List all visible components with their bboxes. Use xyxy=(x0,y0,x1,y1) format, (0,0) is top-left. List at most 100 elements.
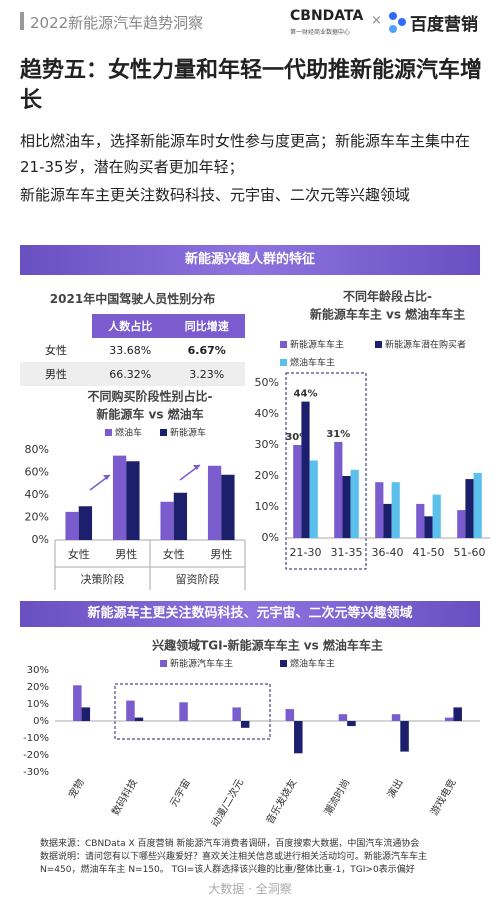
x-tick-label: 31-35 xyxy=(331,546,363,559)
brand-logo: CBNDATA xyxy=(290,8,364,24)
cross: × xyxy=(371,13,382,28)
bar xyxy=(334,441,343,538)
chart-title: 兴趣领域TGI-新能源车车主 vs 燃油车车主 xyxy=(152,638,383,653)
x-tick-label: 女性 xyxy=(68,547,90,561)
bar xyxy=(416,503,425,538)
table-header: 同比增速 xyxy=(168,314,245,338)
chart-title: 新能源车 vs 燃油车 xyxy=(96,407,203,422)
group-label: 决策阶段 xyxy=(81,572,125,586)
y-tick-label: -10% xyxy=(23,733,49,744)
bar xyxy=(301,401,310,538)
legend-swatch xyxy=(160,429,167,436)
bar xyxy=(221,474,235,540)
x-tick-label: 男性 xyxy=(115,547,137,561)
y-tick-label: 20% xyxy=(27,682,49,693)
bar xyxy=(350,469,359,538)
table: 人数占比 同比增速 女性 33.68% 6.67% 男性 66.32% 3.23% xyxy=(20,314,245,386)
table-title: 2021年中国驾驶人员性别分布 xyxy=(49,292,216,306)
table-cell: 66.32% xyxy=(109,367,152,381)
value-label: 31% xyxy=(326,429,350,440)
x-tick-label: 音乐发烧友 xyxy=(263,777,299,827)
y-tick-label: 60% xyxy=(25,466,49,479)
legend-swatch xyxy=(280,359,287,366)
bar xyxy=(444,717,454,721)
bar xyxy=(73,685,82,721)
bar xyxy=(347,721,356,727)
x-tick-label: 51-60 xyxy=(454,546,486,559)
y-tick-label: 80% xyxy=(25,443,49,456)
legend-label: 新能源汽车车主 xyxy=(170,658,233,670)
bar xyxy=(293,445,302,538)
x-tick-label: 21-30 xyxy=(290,546,322,559)
bar xyxy=(285,709,295,721)
chart: 不同年龄段占比- 新能源车车主 vs 燃油车车主 0% 10% 20% 30% 40% 50%… xyxy=(255,289,490,570)
source-note: 数据来源：CBNData X 百度营销 新能源汽车消费者调研，百度搜索大数据，中… xyxy=(40,839,420,849)
x-tick-label: 元宇宙 xyxy=(167,777,193,809)
table-cell: 女性 xyxy=(45,344,67,357)
report-name: 2022新能源汽车趋势洞察 xyxy=(30,14,204,32)
bar xyxy=(81,707,91,721)
table-cell: 6.67% xyxy=(187,343,226,357)
chart-title: 不同购买阶段性别占比- xyxy=(88,389,213,404)
baidu-icon xyxy=(389,12,406,33)
y-tick-label: -30% xyxy=(23,767,49,778)
table-cell: 3.23% xyxy=(189,367,225,381)
x-tick-label: 男性 xyxy=(210,547,232,561)
legend-swatch xyxy=(375,341,382,348)
section-banner: 新能源车主更关注数码科技、元宇宙、二次元等兴趣领域 xyxy=(20,601,480,627)
bar xyxy=(465,479,474,538)
legend-swatch xyxy=(105,429,112,436)
value-label: 44% xyxy=(294,389,318,400)
legend-label: 新能源车 xyxy=(170,427,206,439)
y-tick-label: -20% xyxy=(23,750,49,761)
legend-label: 燃油车车主 xyxy=(290,357,335,369)
bar xyxy=(309,460,318,538)
y-tick-label: 30% xyxy=(27,665,49,676)
y-tick-label: 0% xyxy=(262,531,279,544)
x-tick-label: 数码科技 xyxy=(109,777,140,818)
footer: 大数据 · 全洞察 xyxy=(208,882,292,896)
legend-label: 新能源车潜在购买者 xyxy=(385,339,466,351)
y-tick-label: 10% xyxy=(255,500,279,513)
bar xyxy=(383,503,392,538)
x-tick-label: 宠物 xyxy=(66,777,87,801)
bar xyxy=(179,702,188,721)
y-tick-label: 20% xyxy=(255,469,279,482)
bar xyxy=(424,516,433,538)
x-tick-label: 动漫/二次元 xyxy=(208,777,246,830)
table-cell: 男性 xyxy=(45,368,67,381)
y-tick-label: 30% xyxy=(255,438,279,451)
bar xyxy=(473,472,482,538)
bar xyxy=(338,714,348,721)
chart-title: 不同年龄段占比- xyxy=(343,289,432,304)
bar xyxy=(453,707,462,721)
y-tick-label: 50% xyxy=(255,376,279,389)
chart-title: 新能源车车主 vs 燃油车车主 xyxy=(310,307,465,322)
legend-swatch xyxy=(280,341,287,348)
brand-subtitle: 第一财经商业数据中心 xyxy=(290,29,351,36)
page-title: 趋势五：女性力量和年轻一代助推新能源汽车增长 xyxy=(20,58,483,113)
bar xyxy=(375,482,384,538)
brand-logo: 百度营销 xyxy=(410,15,478,35)
table-cell: 33.68% xyxy=(109,343,152,357)
bar xyxy=(342,476,351,538)
y-tick-label: 20% xyxy=(25,511,49,524)
y-tick-label: 40% xyxy=(255,407,279,420)
bar xyxy=(112,455,127,540)
bar xyxy=(173,492,188,540)
x-tick-label: 36-40 xyxy=(372,546,404,559)
chart: 兴趣领域TGI-新能源车车主 vs 燃油车车主 -30% -20% -10% 0% 10%… xyxy=(23,638,480,830)
legend-swatch xyxy=(280,660,287,667)
data-note: 数据说明：请问您有以下哪些兴趣爱好？喜欢关注相关信息或进行相关活动均可。新能源汽… xyxy=(40,852,428,875)
y-tick-label: 10% xyxy=(27,699,49,710)
bar xyxy=(78,506,93,540)
header-bar xyxy=(20,12,24,30)
bar xyxy=(400,721,409,752)
x-tick-label: 游戏电竞 xyxy=(427,777,458,818)
legend-swatch xyxy=(160,660,167,667)
bar xyxy=(240,721,250,728)
value-label: 30% xyxy=(285,432,309,443)
table-header: 人数占比 xyxy=(92,314,169,338)
bar xyxy=(126,461,140,540)
